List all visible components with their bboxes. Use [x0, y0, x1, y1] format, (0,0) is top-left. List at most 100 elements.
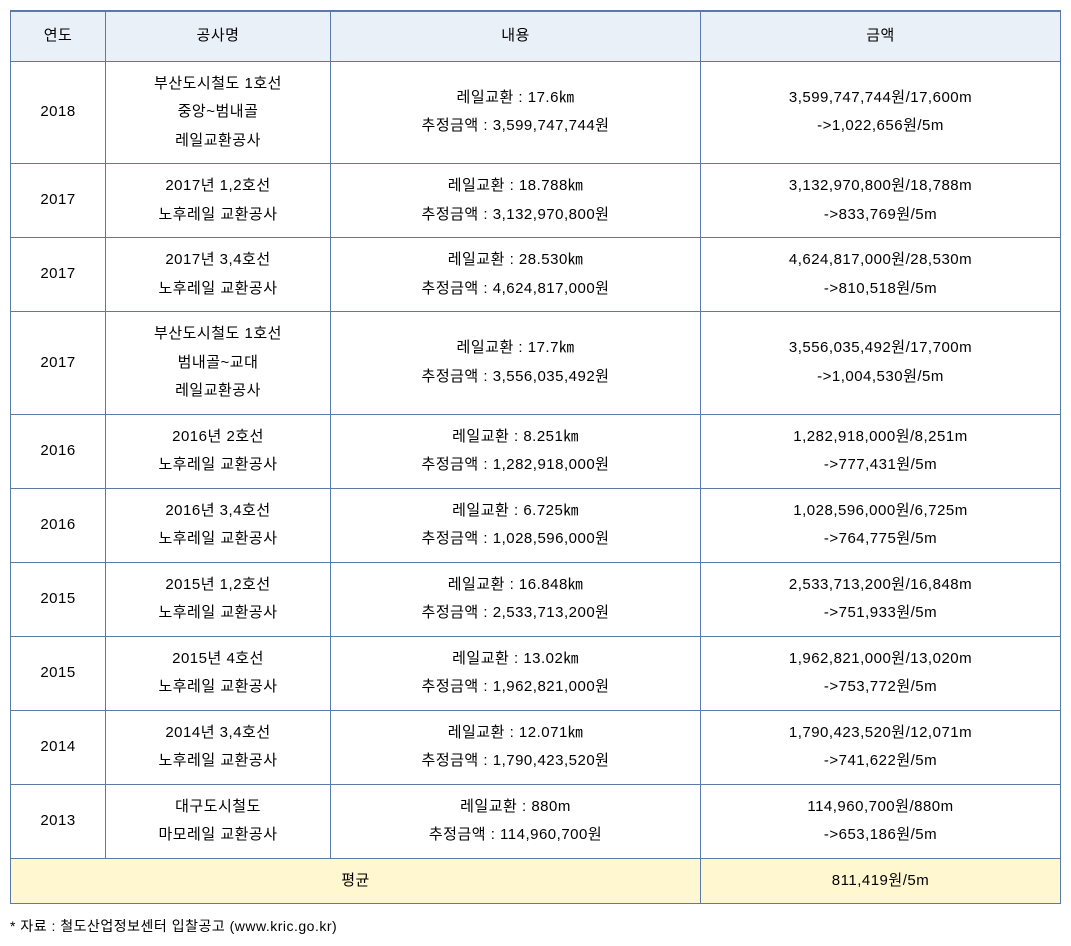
table-row: 20172017년 1,2호선노후레일 교환공사레일교환 : 18.788㎞추정…: [11, 164, 1061, 238]
average-row: 평균811,419원/5m: [11, 858, 1061, 904]
table-row: 20152015년 1,2호선노후레일 교환공사 레일교환 : 16.848㎞ 추정…: [11, 562, 1061, 636]
cell-desc-line: 추정금액 : 2,533,713,200원: [422, 604, 610, 621]
cell-amount-line: ->777,431원/5m: [824, 456, 937, 473]
table-row: 20172017년 3,4호선노후레일 교환공사레일교환 : 28.530㎞추정…: [11, 238, 1061, 312]
cell-name: 2015년 1,2호선노후레일 교환공사: [106, 562, 331, 636]
cell-name-line: 부산도시철도 1호선: [154, 75, 282, 92]
cell-name-line: 레일교환공사: [175, 382, 261, 399]
cell-name-line: 노후레일 교환공사: [158, 456, 277, 473]
cell-amount: 1,282,918,000원/8,251m ->777,431원/5m: [701, 414, 1061, 488]
cell-name-line: 2016년 3,4호선: [165, 502, 270, 519]
cell-desc: 레일교환 : 8.251㎞ 추정금액 : 1,282,918,000원: [331, 414, 701, 488]
cell-name-line: 2016년 2호선: [172, 428, 264, 445]
cell-year: 2017: [11, 312, 106, 415]
cell-amount-line: 1,962,821,000원/13,020m: [789, 650, 972, 667]
table-header-row: 연도 공사명 내용 금액: [11, 11, 1061, 61]
cell-amount-line: 4,624,817,000원/28,530m: [789, 251, 972, 268]
cell-desc: 레일교환 : 17.6㎞ 추정금액 : 3,599,747,744원: [331, 61, 701, 164]
cell-desc: 레일교환 : 13.02㎞ 추정금액 : 1,962,821,000원: [331, 636, 701, 710]
cell-desc: 레일교환 : 28.530㎞ 추정금액 : 4,624,817,000원: [331, 238, 701, 312]
cell-desc-line: 레일교환 : 16.848㎞: [448, 576, 584, 593]
table-row: 2018부산도시철도 1호선중앙~범내골레일교환공사레일교환 : 17.6㎞추정…: [11, 61, 1061, 164]
cell-desc-line: 추정금액 : 1,028,596,000원: [422, 530, 610, 547]
cell-desc-line: 레일교환 : 880m: [460, 798, 571, 815]
cell-name-line: 마모레일 교환공사: [158, 826, 277, 843]
cell-name-line: 부산도시철도 1호선: [154, 325, 282, 342]
cell-name-line: 2017년 1,2호선: [165, 177, 270, 194]
cell-year: 2018: [11, 61, 106, 164]
cell-name-line: 노후레일 교환공사: [158, 280, 277, 297]
cell-name: 2016년 3,4호선노후레일 교환공사: [106, 488, 331, 562]
cell-name: 부산도시철도 1호선범내골~교대레일교환공사: [106, 312, 331, 415]
cell-name-line: 2015년 1,2호선: [165, 576, 270, 593]
cell-name-line: 레일교환공사: [175, 132, 261, 149]
cell-amount-line: ->833,769원/5m: [824, 206, 937, 223]
cell-name-line: 노후레일 교환공사: [158, 206, 277, 223]
cell-desc-line: 레일교환 : 6.725㎞: [452, 502, 579, 519]
rail-cost-table: 연도 공사명 내용 금액 2018부산도시철도 1호선중앙~범내골레일교환공사레…: [10, 10, 1061, 904]
cell-desc-line: 추정금액 : 1,282,918,000원: [422, 456, 610, 473]
cell-amount: 1,790,423,520원/12,071m->741,622원/5m: [701, 710, 1061, 784]
cell-name-line: 노후레일 교환공사: [158, 678, 277, 695]
cell-year: 2015: [11, 562, 106, 636]
cell-name: 2017년 1,2호선노후레일 교환공사: [106, 164, 331, 238]
cell-name: 2014년 3,4호선노후레일 교환공사: [106, 710, 331, 784]
cell-desc-line: 레일교환 : 17.6㎞: [457, 89, 575, 106]
table-row: 20152015년 4호선노후레일 교환공사레일교환 : 13.02㎞추정금액 …: [11, 636, 1061, 710]
cell-name-line: 노후레일 교환공사: [158, 752, 277, 769]
cell-desc: 레일교환 : 17.7㎞추정금액 : 3,556,035,492원: [331, 312, 701, 415]
cell-amount-line: 1,282,918,000원/8,251m: [793, 428, 967, 445]
cell-amount: 2,533,713,200원/16,848m->751,933원/5m: [701, 562, 1061, 636]
cell-name: 대구도시철도마모레일 교환공사: [106, 784, 331, 858]
cell-amount-line: ->753,772원/5m: [824, 678, 937, 695]
cell-amount-line: ->764,775원/5m: [824, 530, 937, 547]
cell-desc-line: 추정금액 : 1,962,821,000원: [422, 678, 610, 695]
cell-desc-line: 추정금액 : 114,960,700원: [429, 826, 602, 843]
table-row: 2013대구도시철도마모레일 교환공사레일교환 : 880m추정금액 : 114…: [11, 784, 1061, 858]
cell-amount-line: 3,599,747,744원/17,600m: [789, 89, 972, 106]
cell-name-line: 2015년 4호선: [172, 650, 264, 667]
cell-amount: 1,028,596,000원/6,725m ->764,775원/5m: [701, 488, 1061, 562]
cell-desc-line: 레일교환 : 8.251㎞: [452, 428, 579, 445]
cell-amount: 4,624,817,000원/28,530m->810,518원/5m: [701, 238, 1061, 312]
cell-name: 부산도시철도 1호선중앙~범내골레일교환공사: [106, 61, 331, 164]
cell-amount: 1,962,821,000원/13,020m ->753,772원/5m: [701, 636, 1061, 710]
cell-amount-line: 3,132,970,800원/18,788m: [789, 177, 972, 194]
cell-amount: 3,599,747,744원/17,600m->1,022,656원/5m: [701, 61, 1061, 164]
cell-amount: 3,556,035,492원/17,700m->1,004,530원/5m: [701, 312, 1061, 415]
cell-year: 2016: [11, 414, 106, 488]
cell-amount-line: ->653,186원/5m: [824, 826, 937, 843]
cell-amount-line: ->741,622원/5m: [824, 752, 937, 769]
cell-amount-line: ->1,004,530원/5m: [817, 368, 944, 385]
cell-desc-line: 레일교환 : 13.02㎞: [452, 650, 579, 667]
table-row: 2017부산도시철도 1호선범내골~교대레일교환공사레일교환 : 17.7㎞추정…: [11, 312, 1061, 415]
cell-desc-line: 레일교환 : 18.788㎞: [448, 177, 584, 194]
cell-desc: 레일교환 : 18.788㎞추정금액 : 3,132,970,800원: [331, 164, 701, 238]
cell-name: 2017년 3,4호선노후레일 교환공사: [106, 238, 331, 312]
cell-desc-line: 레일교환 : 28.530㎞: [448, 251, 584, 268]
cell-name-line: 2014년 3,4호선: [165, 724, 270, 741]
cell-amount-line: ->751,933원/5m: [824, 604, 937, 621]
cell-year: 2017: [11, 164, 106, 238]
source-footnote: * 자료 : 철도산업정보센터 입찰공고 (www.kric.go.kr): [10, 916, 1061, 936]
th-name: 공사명: [106, 11, 331, 61]
cell-name-line: 범내골~교대: [178, 354, 259, 371]
cell-name-line: 노후레일 교환공사: [158, 530, 277, 547]
cell-name-line: 대구도시철도: [175, 798, 261, 815]
cell-year: 2017: [11, 238, 106, 312]
cell-desc-line: 추정금액 : 3,599,747,744원: [422, 117, 610, 134]
th-desc: 내용: [331, 11, 701, 61]
cell-name: 2015년 4호선노후레일 교환공사: [106, 636, 331, 710]
cell-name-line: 중앙~범내골: [178, 103, 259, 120]
cell-amount-line: 1,028,596,000원/6,725m: [793, 502, 967, 519]
cell-desc: 레일교환 : 6.725㎞ 추정금액 : 1,028,596,000원: [331, 488, 701, 562]
cell-year: 2016: [11, 488, 106, 562]
cell-desc-line: 추정금액 : 1,790,423,520원: [422, 752, 610, 769]
cell-name-line: 2017년 3,4호선: [165, 251, 270, 268]
table-body: 2018부산도시철도 1호선중앙~범내골레일교환공사레일교환 : 17.6㎞추정…: [11, 61, 1061, 904]
cell-amount: 114,960,700원/880m->653,186원/5m: [701, 784, 1061, 858]
cell-year: 2015: [11, 636, 106, 710]
cell-desc-line: 추정금액 : 4,624,817,000원: [422, 280, 610, 297]
table-row: 2016 2016년 2호선노후레일 교환공사 레일교환 : 8.251㎞ 추정금액 …: [11, 414, 1061, 488]
cell-desc: 레일교환 : 880m 추정금액 : 114,960,700원: [331, 784, 701, 858]
